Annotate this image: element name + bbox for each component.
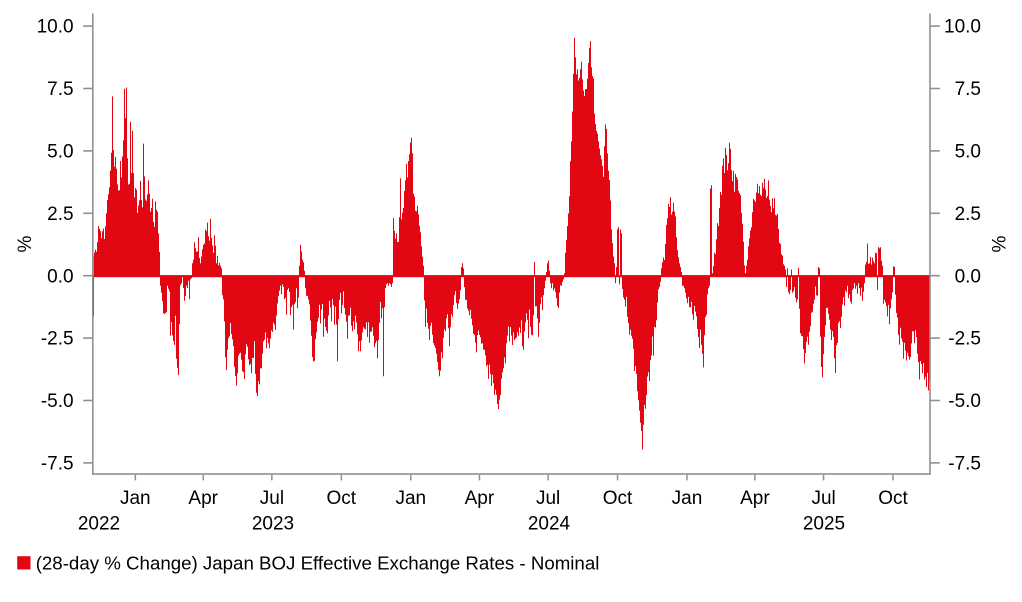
svg-text:2022: 2022 <box>78 513 120 534</box>
svg-text:2023: 2023 <box>252 513 294 534</box>
svg-text:5.0: 5.0 <box>47 142 73 163</box>
svg-text:7.5: 7.5 <box>955 79 981 100</box>
svg-text:Apr: Apr <box>188 488 218 509</box>
svg-text:7.5: 7.5 <box>47 79 73 100</box>
svg-text:Jul: Jul <box>811 488 835 509</box>
svg-text:-7.5: -7.5 <box>948 454 981 475</box>
svg-text:Oct: Oct <box>878 488 908 509</box>
svg-text:Jan: Jan <box>120 488 151 509</box>
svg-text:2.5: 2.5 <box>955 204 981 225</box>
svg-text:2025: 2025 <box>803 513 845 534</box>
svg-text:Oct: Oct <box>327 488 357 509</box>
svg-text:2.5: 2.5 <box>47 204 73 225</box>
svg-text:10.0: 10.0 <box>37 17 74 38</box>
svg-text:%: % <box>15 235 36 252</box>
svg-text:-7.5: -7.5 <box>41 454 74 475</box>
svg-text:-2.5: -2.5 <box>41 329 74 350</box>
svg-text:Jul: Jul <box>260 488 284 509</box>
svg-text:5.0: 5.0 <box>955 142 981 163</box>
svg-text:-2.5: -2.5 <box>948 329 981 350</box>
svg-text:Jan: Jan <box>672 488 703 509</box>
svg-text:Apr: Apr <box>465 488 495 509</box>
svg-text:%: % <box>990 235 1011 252</box>
svg-text:2024: 2024 <box>528 513 571 534</box>
svg-text:-5.0: -5.0 <box>948 391 981 412</box>
svg-text:Apr: Apr <box>740 488 770 509</box>
svg-text:-5.0: -5.0 <box>41 391 74 412</box>
svg-text:Jul: Jul <box>536 488 560 509</box>
svg-text:(28-day % Change) Japan BOJ Ef: (28-day % Change) Japan BOJ Effective Ex… <box>36 553 600 574</box>
svg-text:0.0: 0.0 <box>47 266 73 287</box>
svg-text:Oct: Oct <box>603 488 633 509</box>
svg-text:10.0: 10.0 <box>944 17 981 38</box>
svg-text:Jan: Jan <box>395 488 426 509</box>
svg-text:0.0: 0.0 <box>955 266 981 287</box>
